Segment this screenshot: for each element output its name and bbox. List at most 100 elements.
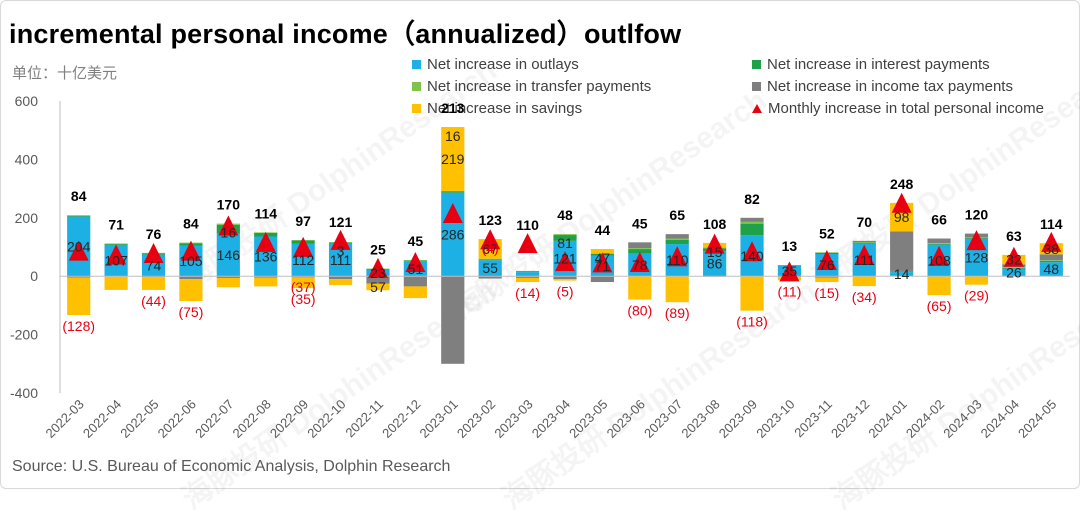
total-marker	[891, 192, 912, 213]
x-tick-label: 2023-02	[454, 397, 498, 441]
bar-transfer	[104, 243, 128, 245]
total-marker	[180, 240, 201, 261]
total-marker	[966, 230, 987, 251]
data-label: (37)	[291, 279, 316, 295]
bar-outlays	[1039, 262, 1063, 277]
data-label: 23	[370, 265, 386, 281]
x-tick-label: 2022-03	[42, 397, 86, 441]
x-tick-label: 2022-11	[342, 397, 386, 441]
data-label: 213	[441, 100, 465, 116]
data-label: 121	[553, 251, 577, 267]
bar-tax	[403, 276, 427, 287]
y-tick-label: 200	[15, 210, 39, 226]
x-tick-label: 2023-07	[641, 397, 685, 441]
data-label: 48	[1044, 261, 1060, 277]
data-label: 98	[894, 209, 910, 225]
data-label: (89)	[665, 305, 690, 321]
x-tick-label: 2022-10	[304, 397, 348, 441]
data-label: (44)	[141, 293, 166, 309]
bar-savings	[628, 276, 652, 300]
total-marker	[442, 203, 463, 224]
bar-interest	[67, 215, 91, 217]
bar-transfer	[665, 238, 689, 240]
data-label: 15	[707, 244, 723, 260]
total-marker	[667, 246, 688, 267]
bar-outlays	[478, 260, 502, 277]
x-tick-label: 2024-01	[865, 397, 909, 441]
bar-transfer	[890, 270, 914, 272]
bar-savings	[553, 279, 577, 281]
data-label: 67	[482, 241, 498, 257]
data-label: 123	[479, 212, 503, 228]
total-marker	[854, 244, 875, 265]
bar-tax	[441, 276, 465, 364]
bar-tax	[67, 276, 91, 278]
bar-savings	[852, 276, 876, 287]
bar-savings	[366, 283, 390, 291]
data-label: 48	[557, 207, 573, 223]
data-label: 32	[1006, 252, 1022, 268]
total-marker	[68, 240, 89, 261]
bar-tax	[515, 276, 540, 278]
bar-tax	[1039, 254, 1063, 261]
bar-tax	[478, 276, 502, 279]
total-marker	[405, 252, 426, 273]
total-marker	[742, 241, 763, 262]
x-tick-label: 2024-04	[978, 397, 1022, 441]
bar-outlays	[441, 192, 465, 277]
data-label: 71	[595, 258, 611, 274]
bar-savings	[254, 277, 278, 287]
bar-savings	[291, 277, 315, 289]
bar-tax	[815, 276, 839, 278]
data-label: 146	[217, 247, 241, 263]
bar-interest	[1002, 267, 1026, 269]
data-label: 76	[819, 257, 835, 273]
chart-title: incremental personal income（annualized）o…	[9, 19, 682, 49]
data-label: 204	[67, 238, 91, 254]
total-marker	[330, 229, 351, 250]
data-label: 110	[516, 217, 539, 233]
data-label: 136	[254, 248, 278, 264]
bar-savings	[815, 277, 839, 283]
data-label: 55	[482, 260, 498, 276]
data-label: 170	[217, 197, 241, 213]
legend-label: Net increase in outlays	[427, 56, 579, 73]
data-label: (14)	[515, 285, 540, 301]
legend-item-total: Monthly increase in total personal incom…	[752, 100, 1044, 117]
data-label: 76	[146, 226, 162, 242]
x-tick-label: 2022-08	[230, 397, 274, 441]
total-marker	[816, 250, 837, 271]
x-tick-label: 2023-05	[566, 397, 610, 441]
legend-item-savings: Net increase in savings	[412, 100, 582, 117]
data-label: (34)	[852, 289, 877, 305]
data-label: 51	[408, 261, 424, 277]
data-label: 26	[1006, 264, 1022, 280]
x-tick-label: 2023-12	[828, 397, 872, 441]
bar-tax	[927, 238, 951, 244]
bar-transfer	[1039, 260, 1063, 261]
data-label: 84	[71, 188, 87, 204]
data-label: 114	[1040, 216, 1063, 232]
data-label: 108	[927, 252, 951, 268]
data-label: 44	[595, 222, 611, 238]
bar-interest	[740, 223, 764, 236]
bar-savings	[216, 277, 240, 288]
legend-swatch-icon	[412, 82, 421, 91]
data-label: 35	[782, 263, 798, 279]
bar-interest	[852, 242, 876, 244]
data-label: 3	[337, 243, 345, 259]
data-label: 63	[1006, 228, 1022, 244]
bar-savings	[179, 279, 203, 302]
bar-savings	[515, 277, 540, 283]
data-label: 45	[408, 233, 424, 249]
bar-transfer	[628, 248, 652, 250]
legend-swatch-icon	[412, 60, 421, 69]
data-label: 13	[782, 238, 798, 254]
data-label: 114	[254, 205, 277, 221]
data-label: 84	[183, 216, 199, 232]
bar-interest	[553, 235, 577, 241]
legend-item-tax: Net increase in income tax payments	[752, 78, 1013, 95]
bar-interest	[890, 271, 914, 273]
data-label: 108	[703, 216, 727, 232]
bar-outlays	[216, 233, 240, 277]
